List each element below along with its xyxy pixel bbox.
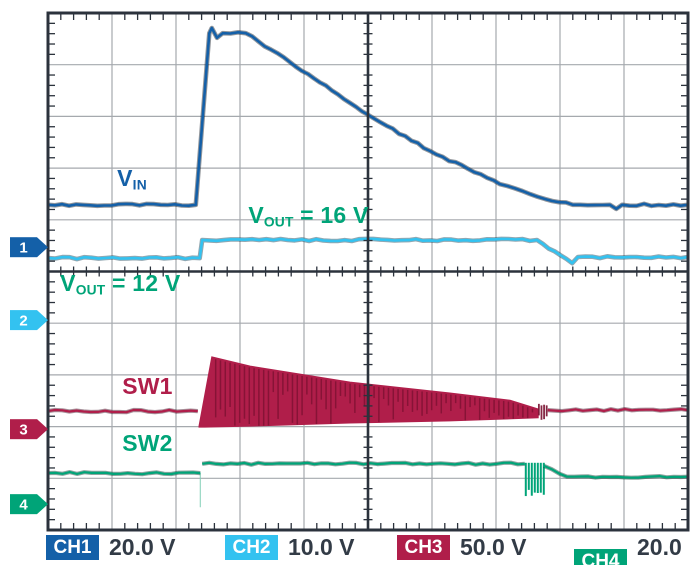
channel-marker-2: 2: [10, 310, 48, 331]
trace-ch4-sw2: [47, 460, 689, 508]
channel-marker-3: 3: [10, 419, 48, 440]
ch2-scale-value: 10.0 V: [288, 534, 355, 560]
trace-ch1-vin: [47, 25, 689, 212]
waveform-plot: 1 2 3 4: [10, 11, 690, 532]
vin-annotation: VIN: [117, 165, 147, 193]
ch1-readout: CH1 20.0 V: [46, 534, 176, 561]
sw1-label: SW1: [122, 372, 173, 399]
ch4-readout: CH4 20.0 V: [574, 534, 700, 565]
svg-text:3: 3: [19, 422, 27, 439]
channel-readouts: CH1 20.0 V CH2 10.0 V CH3 50.0 V CH4 20.…: [0, 534, 700, 565]
ch4-badge: CH4: [574, 548, 627, 565]
sw1-annotation: SW1: [122, 372, 173, 400]
trace-ch2-vout: [47, 236, 689, 266]
channel-marker-4: 4: [10, 494, 48, 515]
ch4-scale-value: 20.0 V: [637, 534, 682, 565]
vout12-label: V: [60, 269, 76, 296]
sw2-annotation: SW2: [122, 429, 173, 457]
svg-text:4: 4: [19, 497, 28, 514]
ch3-scale-value: 50.0 V: [460, 534, 527, 560]
ch2-readout: CH2 10.0 V: [225, 534, 355, 561]
svg-text:1: 1: [19, 240, 27, 257]
ch1-badge: CH1: [46, 535, 99, 560]
ch3-badge: CH3: [397, 535, 450, 560]
channel-marker-1: 1: [10, 237, 48, 258]
vout16-annotation: VOUT = 16 V: [248, 202, 369, 230]
graticule-axes: [46, 11, 690, 532]
svg-text:2: 2: [19, 313, 27, 330]
vin-label: V: [117, 165, 133, 192]
ch3-readout: CH3 50.0 V: [397, 534, 527, 561]
ch2-badge: CH2: [225, 535, 278, 560]
sw2-label: SW2: [122, 429, 173, 456]
vout16-label: V: [248, 202, 264, 229]
ch1-scale-value: 20.0 V: [109, 534, 176, 560]
vout12-annotation: VOUT = 12 V: [60, 269, 181, 297]
